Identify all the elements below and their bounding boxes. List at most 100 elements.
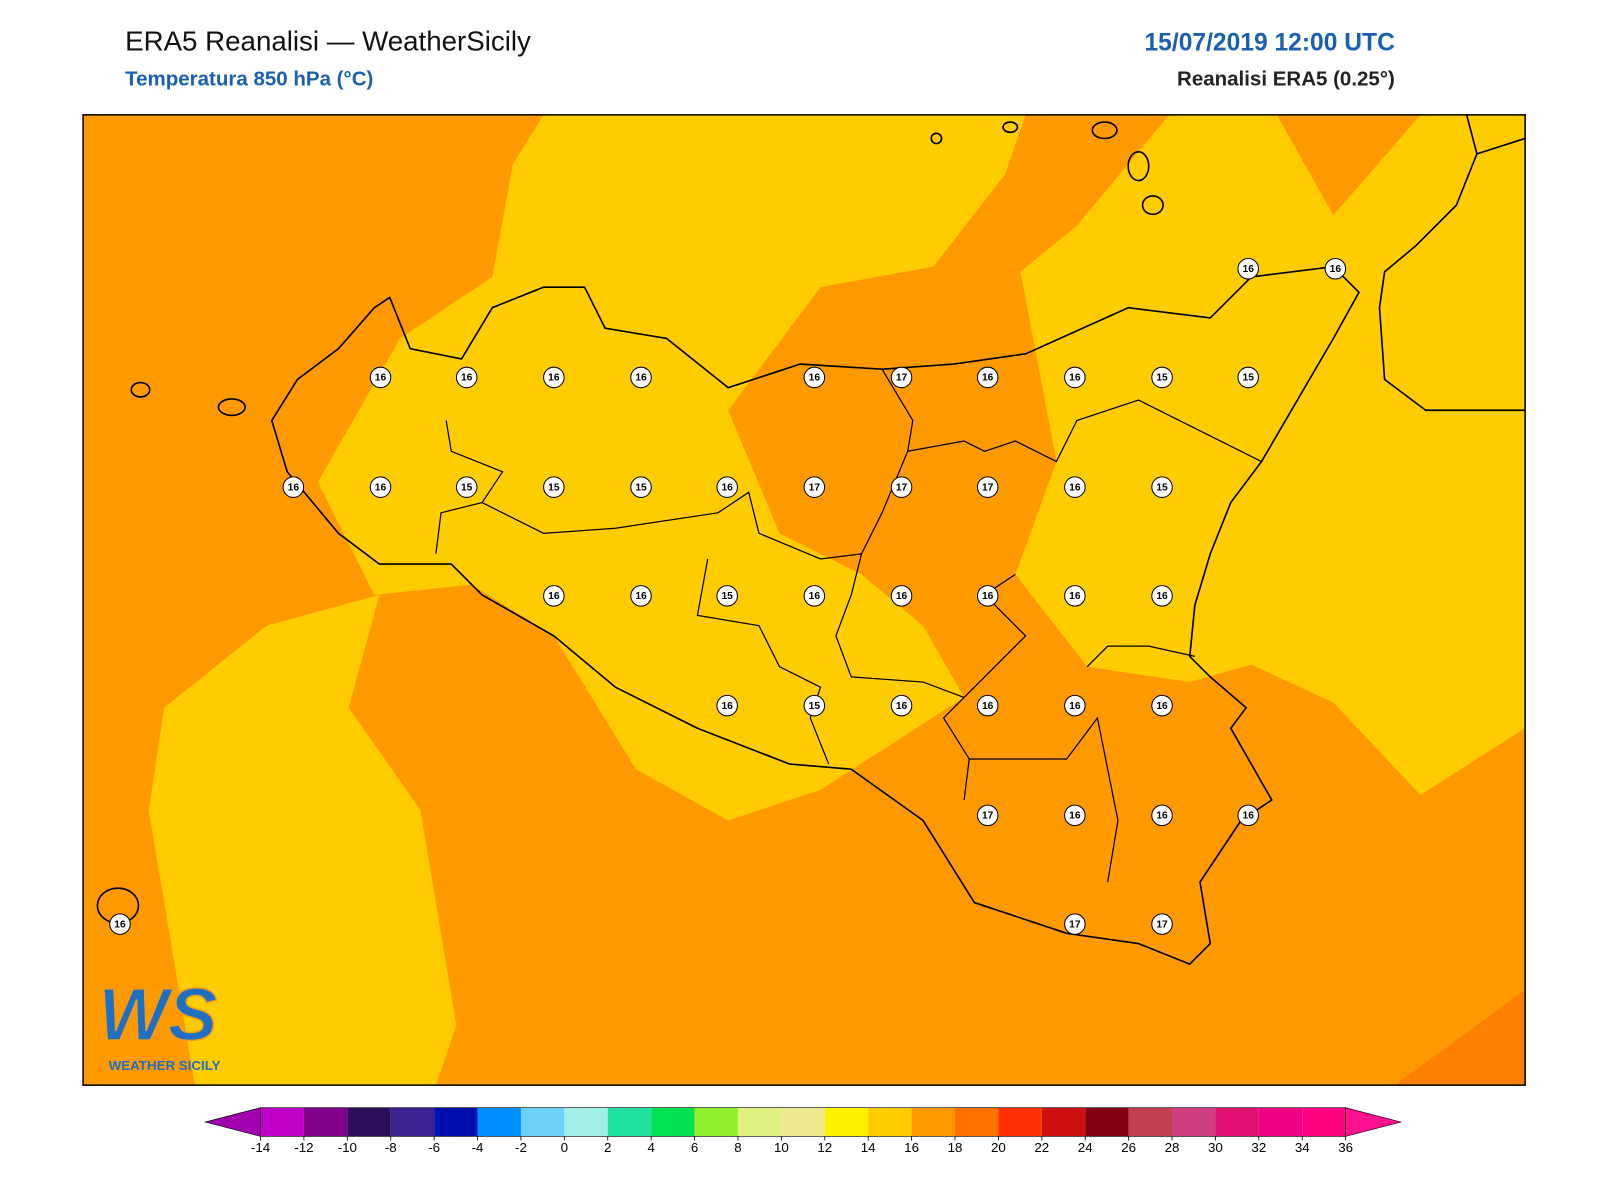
field-mild [317, 114, 1026, 821]
station-label: 16 [809, 591, 821, 602]
logo-mark: WS [98, 973, 217, 1056]
colorbar-tick-label: 0 [561, 1140, 568, 1155]
label-marker [282, 476, 305, 498]
label-marker [890, 366, 913, 389]
label-marker [1064, 913, 1086, 935]
station-label: 15 [1156, 482, 1168, 493]
label-marker [1151, 694, 1173, 717]
label-marker [890, 694, 913, 717]
colorbar-tick-label: -14 [251, 1140, 271, 1155]
label-marker [1064, 694, 1086, 717]
station-label: 16 [982, 701, 994, 712]
colorbar-tick-label: 36 [1338, 1140, 1353, 1155]
colorbar-tick-label: -2 [515, 1140, 527, 1155]
station-label: 16 [1069, 701, 1081, 712]
label-marker [1237, 257, 1259, 280]
station-label: 15 [809, 701, 821, 712]
province-border [907, 399, 1262, 463]
label-marker [1151, 804, 1173, 827]
label-marker [109, 913, 131, 935]
map-frame [82, 114, 1526, 1086]
colorbar-box [868, 1107, 912, 1137]
label-marker [630, 585, 652, 607]
label-marker [1064, 804, 1086, 827]
colorbar-box [564, 1107, 608, 1137]
station-label: 16 [1243, 264, 1255, 275]
colorbar-box [1258, 1107, 1303, 1137]
colorbar-tick-label: 6 [691, 1140, 698, 1155]
colorbar-tick-label: 22 [1034, 1140, 1049, 1155]
colorbar-box [651, 1107, 695, 1137]
station-label: 16 [1156, 591, 1168, 602]
colorbar-box [954, 1107, 999, 1137]
label-marker [976, 585, 999, 607]
colorbar-box [1128, 1107, 1173, 1137]
station-label: 16 [1069, 591, 1081, 602]
map-area: 16 16 16 16 16 16 16 17 16 16 15 15 16 16 15 15 15 16 17 17… [83, 114, 1526, 1086]
colorbar-box [303, 1107, 348, 1137]
calabria-coast [1378, 114, 1526, 412]
station-label: 17 [982, 811, 994, 822]
colorbar-tick-label: 16 [904, 1140, 919, 1155]
province-border [969, 716, 1119, 883]
label-marker [976, 476, 999, 498]
colorbar-tick-label: 20 [991, 1140, 1006, 1155]
colorbar-tick-label: -8 [385, 1140, 397, 1155]
label-marker [976, 694, 999, 717]
label-marker [1064, 585, 1086, 607]
station-label: 16 [461, 373, 473, 384]
station-label: 16 [635, 591, 647, 602]
colorbar-box [824, 1107, 869, 1137]
station-label: 17 [896, 373, 908, 384]
subtitle: Temperatura 850 hPa (°C) [125, 67, 373, 90]
label-marker [976, 366, 999, 389]
label-marker [1324, 257, 1347, 280]
calabria-coast [1476, 137, 1526, 155]
colorbar-tick-label: 24 [1078, 1140, 1093, 1155]
station-label: 16 [1243, 811, 1255, 822]
label-marker [543, 476, 565, 498]
island [1091, 121, 1118, 140]
label-marker [1151, 366, 1173, 389]
label-marker [1064, 476, 1086, 498]
field-mild [148, 594, 457, 1086]
colorbar-outline [260, 1107, 1346, 1137]
label-marker [369, 476, 392, 498]
station-label: 16 [809, 373, 821, 384]
colorbar-tick-label: -4 [472, 1140, 484, 1155]
station-label: 15 [461, 482, 473, 493]
colorbar-tick-label: 8 [734, 1140, 741, 1155]
province-border [696, 558, 830, 765]
island [1002, 121, 1019, 134]
colorbar-extend-low [203, 1107, 261, 1137]
label-marker [455, 476, 478, 498]
label-marker [630, 366, 652, 389]
island [930, 132, 943, 145]
station-label: 16 [1156, 701, 1168, 712]
colorbar-tick-label: 4 [647, 1140, 655, 1155]
island [1127, 150, 1150, 182]
colorbar-tick-label: -10 [338, 1140, 357, 1155]
colorbar-tick-label: 10 [774, 1140, 789, 1155]
station-label: 16 [548, 591, 560, 602]
colorbar-box [1172, 1107, 1216, 1137]
colorbar-box [911, 1107, 955, 1137]
label-marker [369, 366, 392, 389]
logo-name: WEATHER SICILY [109, 1058, 221, 1073]
label-marker [630, 476, 652, 498]
station-label: 16 [1330, 264, 1342, 275]
label-marker [716, 476, 738, 498]
label-marker [890, 476, 913, 498]
label-marker [1151, 913, 1173, 935]
station-label: 15 [635, 482, 647, 493]
station-label: 16 [635, 373, 647, 384]
label-marker [1064, 366, 1086, 389]
station-label: 17 [1156, 919, 1168, 930]
province-border [1086, 645, 1196, 668]
colorbar-tick-label: 26 [1121, 1140, 1136, 1155]
island [130, 381, 151, 398]
colorbar: -14 -12 -10 -8 -6 -4 -2 0 2 4 6 8 10 12 14 16 18 20 22 24 26… [203, 1107, 1403, 1155]
colorbar-tick-label: 18 [948, 1140, 963, 1155]
label-marker [803, 694, 826, 717]
